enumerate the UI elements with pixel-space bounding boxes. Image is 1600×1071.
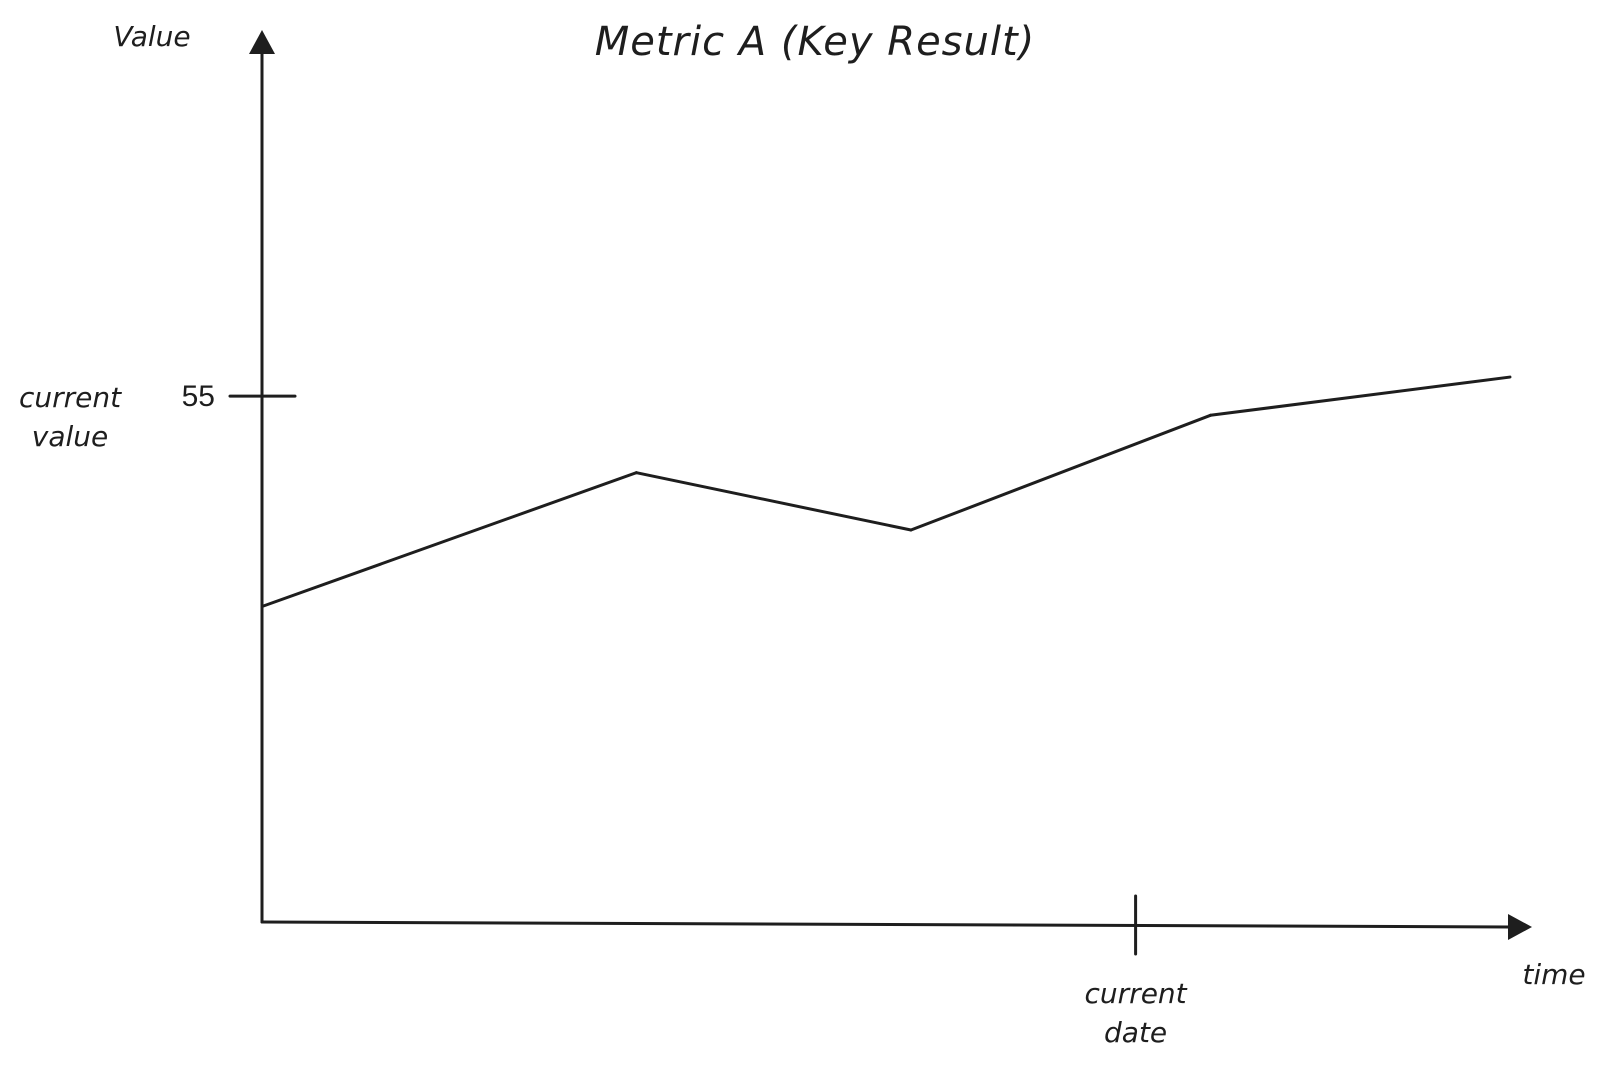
series-layer xyxy=(260,375,1512,609)
y-axis-label: Value xyxy=(113,20,190,53)
y-tick-caption-line-2: value xyxy=(32,420,108,453)
chart-title: Metric A (Key Result) xyxy=(595,19,1036,65)
x-tick-caption-line-2: date xyxy=(1104,1016,1167,1049)
series-segment xyxy=(1208,375,1512,417)
series-segment xyxy=(634,471,913,532)
y-tick-caption-line-1: current xyxy=(19,381,122,414)
series-segment xyxy=(260,471,638,609)
x-axis-arrowhead xyxy=(1508,914,1532,940)
x-tick-caption-line-1: current xyxy=(1085,977,1188,1010)
y-axis-arrowhead xyxy=(249,30,275,54)
series-segment xyxy=(909,413,1212,532)
x-axis-label: time xyxy=(1522,958,1585,991)
y-tick-label: 55 xyxy=(182,380,215,413)
x-axis-line xyxy=(260,920,1512,929)
